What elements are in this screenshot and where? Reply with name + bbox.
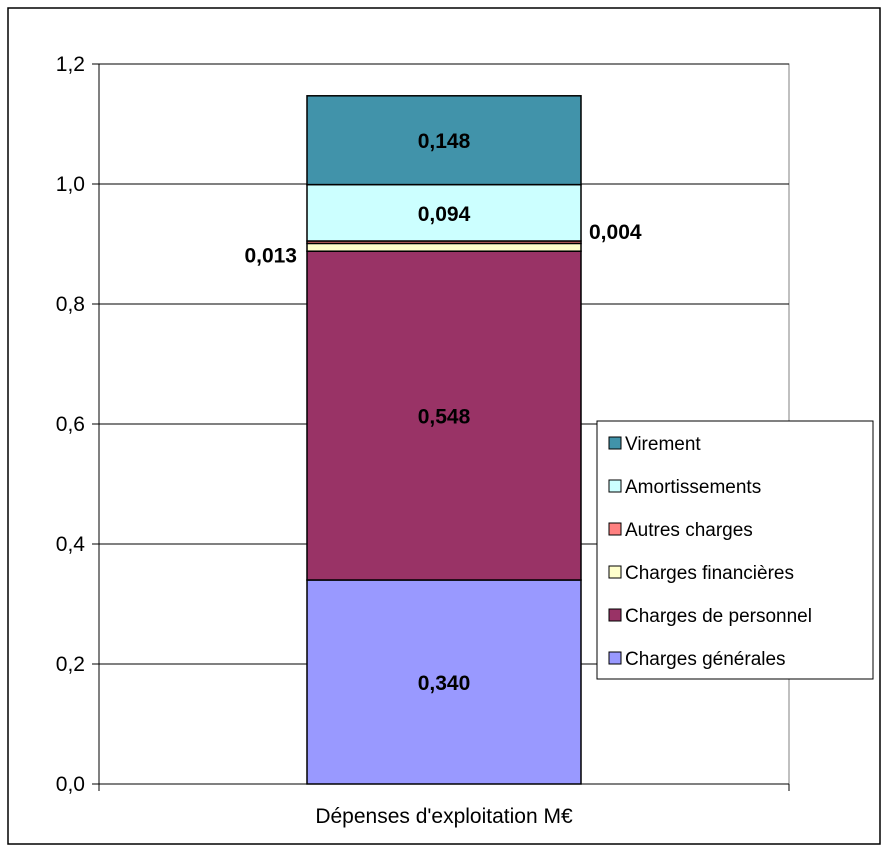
bars	[306, 95, 582, 785]
legend-label: Virement	[625, 434, 701, 455]
axes: 0,0 0,2 0,4 0,6 0,8 1,0 1,2 Dépenses d'exploita…	[56, 53, 790, 828]
legend-box	[596, 420, 874, 680]
data-labels: 0,340 0,548 0,013 0,004 0,094 0,148	[244, 130, 641, 695]
y-tick-label: 0,4	[56, 533, 86, 556]
y-tick-label: 1,2	[56, 53, 85, 76]
data-label: 0,148	[418, 130, 471, 153]
data-label: 0,004	[589, 221, 642, 244]
legend-label: Charges financières	[625, 563, 794, 584]
legend-label: Charges générales	[625, 649, 786, 670]
legend-swatch	[608, 479, 622, 493]
legend-label: Amortissements	[625, 477, 761, 498]
data-label: 0,094	[418, 203, 471, 226]
legend-label: Charges de personnel	[625, 606, 812, 627]
legend-label: Autres charges	[625, 520, 753, 541]
legend: Virement Amortissements Autres charges Char…	[596, 420, 874, 680]
legend-swatch	[608, 522, 622, 536]
bar-segment-charges-financi-res	[306, 242, 582, 252]
y-tick-label: 0,6	[56, 413, 85, 436]
y-tick-label: 1,0	[56, 173, 85, 196]
bar-segment-amortissements	[306, 183, 582, 242]
bar-segment-charges-de-personnel	[306, 250, 582, 581]
bar-segment-charges-g-n-rales	[306, 579, 582, 785]
data-label: 0,340	[418, 672, 471, 695]
y-tick-label: 0,0	[56, 773, 85, 796]
legend-swatch	[608, 651, 622, 665]
data-label: 0,013	[244, 244, 297, 267]
legend-swatch	[608, 565, 622, 579]
y-tick-label: 0,8	[56, 293, 85, 316]
legend-swatch	[608, 608, 622, 622]
x-category-label: Dépenses d'exploitation M€	[315, 805, 573, 828]
bar-segment-virement	[306, 95, 582, 186]
y-tick-label: 0,2	[56, 653, 85, 676]
data-label: 0,548	[418, 406, 471, 429]
legend-swatch	[608, 436, 622, 450]
